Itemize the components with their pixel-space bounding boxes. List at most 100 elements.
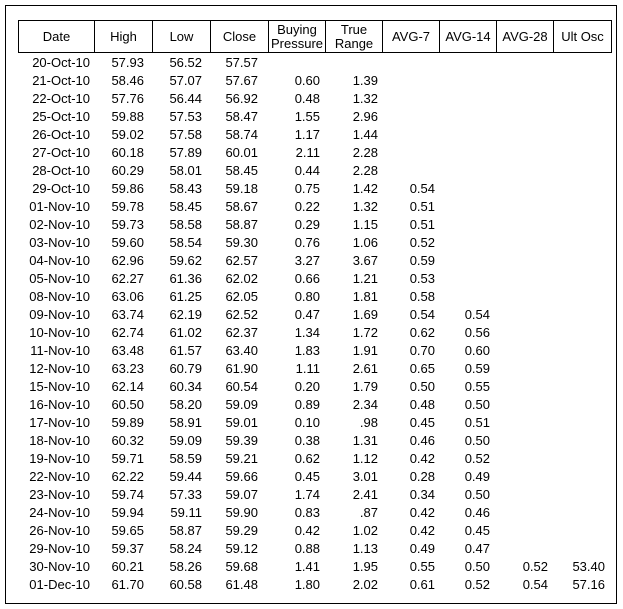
cell-close: 61.90: [225, 361, 258, 376]
cell-a7: 0.48: [409, 397, 435, 412]
cell-close: 58.67: [225, 199, 258, 214]
cell-date: 17-Nov-10: [29, 415, 90, 430]
cell-low: 57.53: [169, 109, 202, 124]
cell-high: 58.46: [111, 73, 144, 88]
cell-bp: 0.88: [294, 541, 320, 556]
cell-close: 59.39: [225, 433, 258, 448]
cell-high: 59.65: [111, 523, 144, 538]
cell-tr: 3.01: [352, 469, 378, 484]
cell-uo: [553, 522, 610, 540]
cell-a7: [382, 162, 439, 180]
table-row: 27-Oct-10 60.18 57.89 60.01 2.11 2.28: [18, 144, 610, 162]
cell-a28: [496, 486, 553, 504]
cell-low: 56.44: [169, 91, 202, 106]
cell-uo: [553, 288, 610, 306]
cell-a7: [382, 144, 439, 162]
cell-a14: [439, 288, 496, 306]
cell-high: 62.14: [111, 379, 144, 394]
cell-a28: [496, 108, 553, 126]
cell-low: 59.09: [169, 433, 202, 448]
cell-a28: [496, 216, 553, 234]
cell-a7: 0.28: [409, 469, 435, 484]
cell-high: 60.18: [111, 145, 144, 160]
table-row: 03-Nov-10 59.60 58.54 59.30 0.76 1.06 0.52: [18, 234, 610, 252]
cell-uo: 57.16: [572, 577, 605, 592]
cell-date: 26-Oct-10: [32, 127, 90, 142]
cell-tr: 1.13: [352, 541, 378, 556]
cell-uo: [553, 162, 610, 180]
cell-date: 03-Nov-10: [29, 235, 90, 250]
cell-a7: 0.53: [409, 271, 435, 286]
cell-bp: 1.80: [294, 577, 320, 592]
cell-a7: 0.52: [409, 235, 435, 250]
cell-close: 59.90: [225, 505, 258, 520]
cell-high: 60.32: [111, 433, 144, 448]
cell-a28: [496, 432, 553, 450]
table-row: 26-Nov-10 59.65 58.87 59.29 0.42 1.02 0.42 0.45: [18, 522, 610, 540]
cell-close: 61.48: [225, 577, 258, 592]
header-high: High: [95, 21, 153, 52]
table-row: 21-Oct-10 58.46 57.07 57.67 0.60 1.39: [18, 72, 610, 90]
cell-low: 59.44: [169, 469, 202, 484]
cell-date: 21-Oct-10: [32, 73, 90, 88]
cell-high: 59.89: [111, 415, 144, 430]
cell-low: 60.58: [169, 577, 202, 592]
cell-a14: 0.52: [464, 451, 490, 466]
cell-a7: 0.65: [409, 361, 435, 376]
cell-close: 59.30: [225, 235, 258, 250]
cell-a14: 0.45: [464, 523, 490, 538]
header-avg-28: AVG-28: [497, 21, 554, 52]
cell-tr: 1.69: [352, 307, 378, 322]
cell-uo: [553, 306, 610, 324]
cell-low: 58.59: [169, 451, 202, 466]
cell-a14: 0.50: [464, 487, 490, 502]
cell-a14: [439, 180, 496, 198]
table-row: 20-Oct-10 57.93 56.52 57.57: [18, 54, 610, 72]
table-row: 22-Nov-10 62.22 59.44 59.66 0.45 3.01 0.28 0.49: [18, 468, 610, 486]
cell-high: 63.23: [111, 361, 144, 376]
cell-a14: 0.56: [464, 325, 490, 340]
cell-tr: 1.02: [352, 523, 378, 538]
cell-a7: [382, 90, 439, 108]
cell-date: 24-Nov-10: [29, 505, 90, 520]
cell-a7: [382, 54, 439, 72]
cell-bp: 0.10: [294, 415, 320, 430]
cell-a28: [496, 198, 553, 216]
cell-bp: 0.75: [294, 181, 320, 196]
cell-date: 08-Nov-10: [29, 289, 90, 304]
cell-close: 59.18: [225, 181, 258, 196]
cell-a7: 0.42: [409, 505, 435, 520]
cell-uo: [553, 90, 610, 108]
table-row: 29-Nov-10 59.37 58.24 59.12 0.88 1.13 0.49 0.47: [18, 540, 610, 558]
cell-a28: [496, 540, 553, 558]
cell-a7: 0.45: [409, 415, 435, 430]
cell-close: 58.87: [225, 217, 258, 232]
cell-tr: 1.32: [352, 91, 378, 106]
cell-high: 59.86: [111, 181, 144, 196]
table-row: 22-Oct-10 57.76 56.44 56.92 0.48 1.32: [18, 90, 610, 108]
cell-uo: [553, 486, 610, 504]
cell-close: 59.09: [225, 397, 258, 412]
cell-uo: [553, 396, 610, 414]
cell-low: 59.11: [170, 505, 202, 520]
cell-tr: 2.61: [352, 361, 378, 376]
table-row: 02-Nov-10 59.73 58.58 58.87 0.29 1.15 0.51: [18, 216, 610, 234]
cell-bp: 0.62: [294, 451, 320, 466]
cell-low: 60.34: [169, 379, 202, 394]
cell-tr: 1.12: [352, 451, 378, 466]
table-frame: [5, 5, 617, 604]
table-row: 29-Oct-10 59.86 58.43 59.18 0.75 1.42 0.54: [18, 180, 610, 198]
cell-a28: [496, 126, 553, 144]
cell-bp: 1.83: [294, 343, 320, 358]
table-row: 04-Nov-10 62.96 59.62 62.57 3.27 3.67 0.59: [18, 252, 610, 270]
cell-high: 59.73: [111, 217, 144, 232]
cell-a7: 0.42: [409, 451, 435, 466]
cell-a7: [382, 72, 439, 90]
cell-tr: 1.39: [352, 73, 378, 88]
cell-a14: 0.50: [464, 433, 490, 448]
cell-close: 58.47: [225, 109, 258, 124]
cell-uo: [553, 72, 610, 90]
cell-high: 61.70: [111, 577, 144, 592]
cell-bp: 1.34: [294, 325, 320, 340]
cell-close: 59.21: [225, 451, 258, 466]
